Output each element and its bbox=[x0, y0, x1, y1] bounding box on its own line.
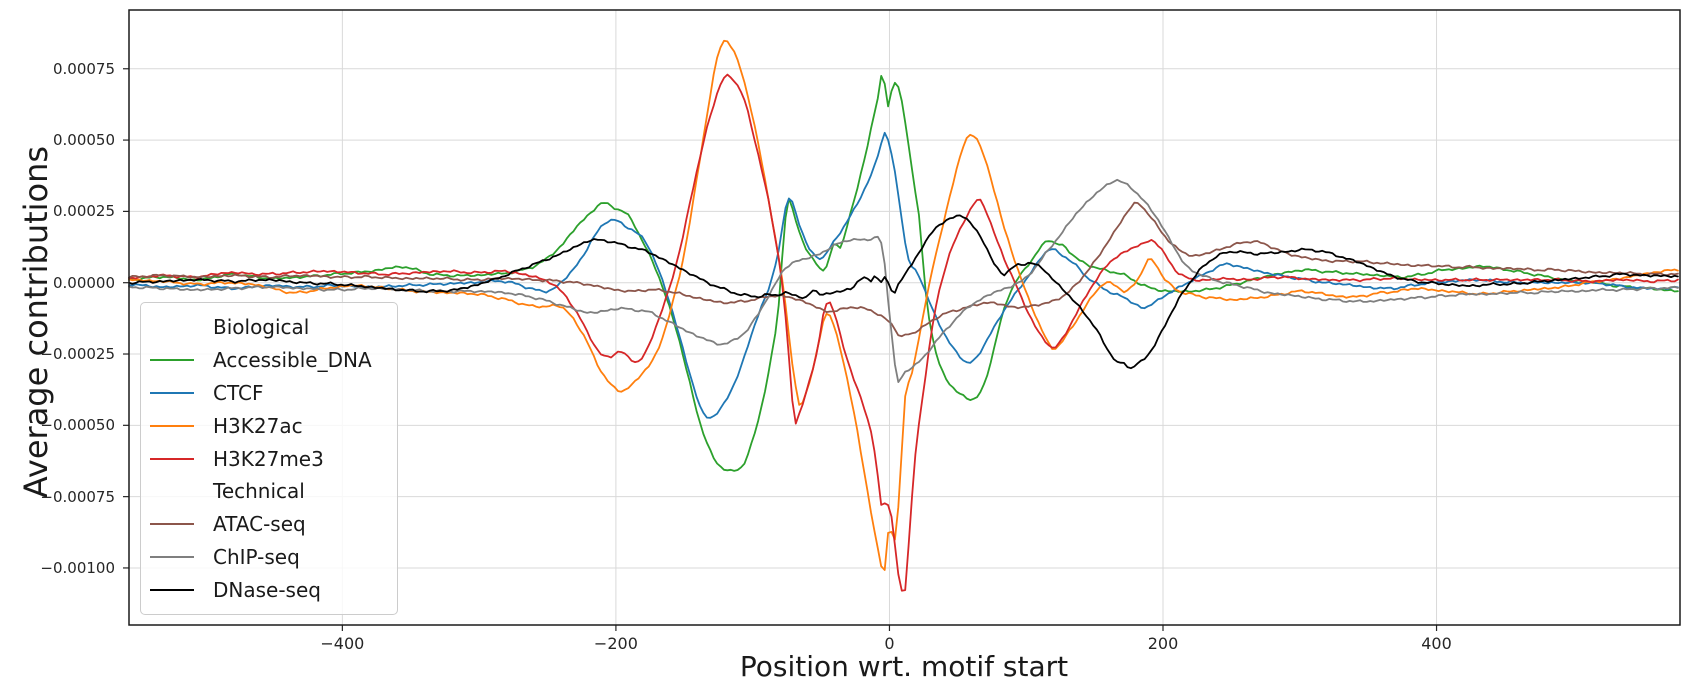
legend-item-DNase-seq: DNase-seq bbox=[141, 574, 397, 606]
y-tick-label: −0.00075 bbox=[40, 487, 115, 506]
legend-label: DNase-seq bbox=[213, 578, 321, 602]
legend-item-ChIP-seq: ChIP-seq bbox=[141, 541, 397, 573]
legend-line-swatch bbox=[150, 391, 194, 394]
legend-line-swatch bbox=[150, 424, 194, 427]
legend-line-swatch bbox=[150, 589, 194, 591]
legend-group-header-row: Technical bbox=[141, 475, 397, 507]
x-tick-label: 200 bbox=[1147, 634, 1179, 653]
y-axis-label: Average contributions bbox=[17, 145, 55, 499]
legend-label: ChIP-seq bbox=[213, 545, 300, 570]
y-tick-label: 0.00025 bbox=[52, 202, 115, 221]
legend-label: H3K27me3 bbox=[213, 446, 324, 471]
x-axis-label: Position wrt. motif start bbox=[739, 650, 1069, 683]
series-line-DNase-seq bbox=[128, 214, 1679, 370]
legend-line-swatch bbox=[150, 358, 194, 361]
legend-line-swatch bbox=[150, 523, 194, 526]
legend-label: Accessible_DNA bbox=[213, 347, 372, 372]
legend-item-ATAC-seq: ATAC-seq bbox=[141, 508, 397, 540]
plot-border bbox=[128, 9, 1681, 626]
series-line-H3K27me3 bbox=[128, 73, 1679, 592]
legend-group-header-row: Biological bbox=[141, 311, 397, 343]
legend: Biological Accessible_DNA CTCF H3K27ac H3K27… bbox=[140, 302, 398, 615]
legend-item-CTCF: CTCF bbox=[141, 377, 397, 409]
x-tick-label: 0 bbox=[884, 634, 895, 653]
legend-group-header: Biological bbox=[213, 315, 310, 339]
series-line-CTCF bbox=[128, 131, 1679, 419]
x-tick-label: −200 bbox=[593, 634, 638, 653]
legend-item-H3K27ac: H3K27ac bbox=[141, 410, 397, 442]
legend-label: CTCF bbox=[213, 380, 264, 405]
legend-line-swatch bbox=[150, 457, 194, 460]
y-tick-label: 0.00075 bbox=[52, 59, 115, 78]
series-line-Accessible_DNA bbox=[128, 75, 1679, 472]
legend-label: ATAC-seq bbox=[213, 512, 306, 537]
x-tick-label: 400 bbox=[1421, 634, 1452, 653]
legend-item-Accessible_DNA: Accessible_DNA bbox=[141, 344, 397, 376]
y-tick-label: −0.00025 bbox=[40, 345, 115, 363]
legend-line-swatch bbox=[150, 556, 194, 559]
series-line-ATAC-seq bbox=[128, 201, 1679, 338]
legend-group-header: Technical bbox=[213, 479, 305, 504]
legend-item-H3K27me3: H3K27me3 bbox=[141, 443, 397, 475]
y-tick-label: −0.00100 bbox=[40, 558, 115, 577]
y-tick-label: 0.00000 bbox=[52, 273, 115, 292]
legend-label: H3K27ac bbox=[213, 413, 303, 438]
y-tick-label: −0.00050 bbox=[40, 416, 115, 435]
x-tick-label: −400 bbox=[320, 634, 365, 653]
y-tick-label: 0.00050 bbox=[52, 131, 115, 150]
